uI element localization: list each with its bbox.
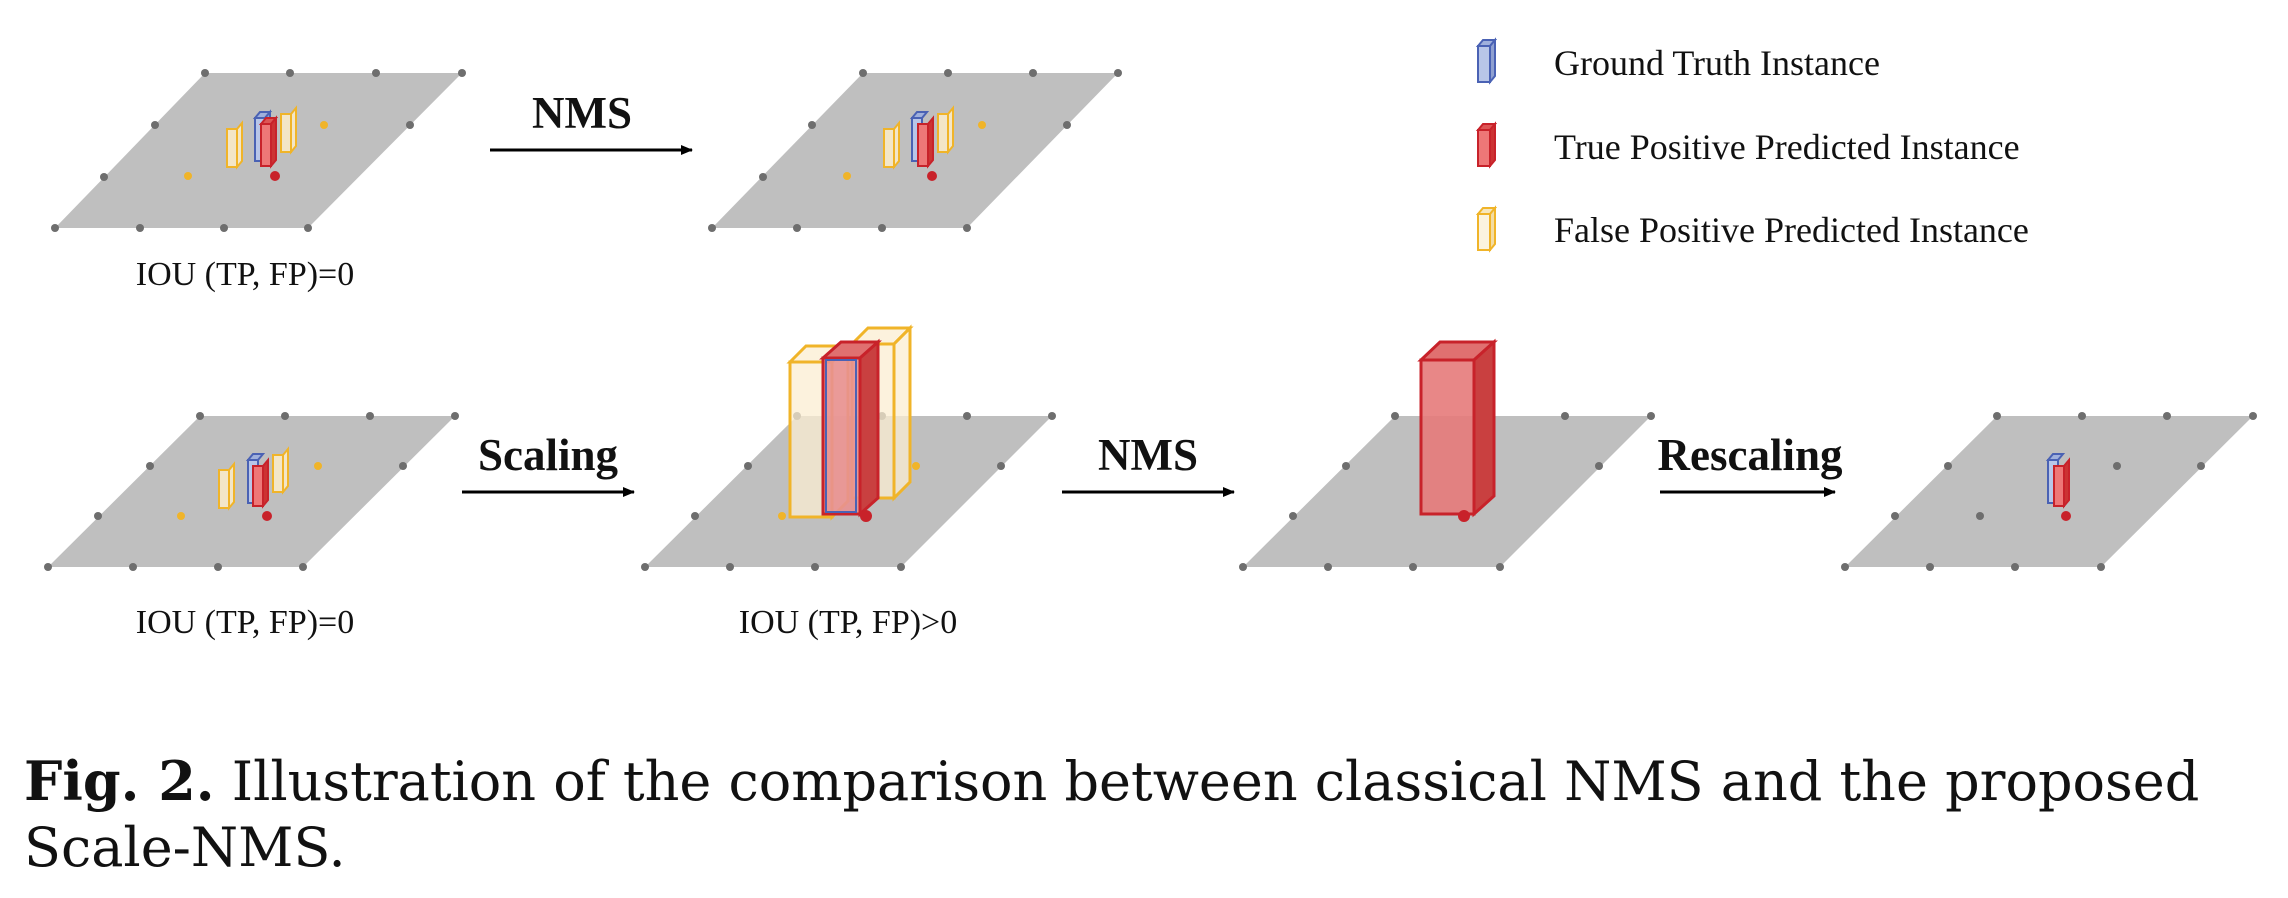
bottom-plane-scaled (641, 324, 1056, 571)
top-plane-before-nms (51, 69, 466, 232)
legend-gt-label: Ground Truth Instance (1554, 43, 1880, 83)
tp-instance-marker (258, 115, 279, 169)
bottom-plane-rescaled (1841, 412, 2257, 571)
fp-instance-marker (226, 105, 297, 170)
iou-label-scaled: IOU (TP, FP)>0 (739, 604, 957, 641)
top-plane-after-nms (708, 69, 1122, 232)
scaling-label: Scaling (478, 430, 619, 480)
legend-gt-swatch (1475, 37, 1498, 85)
iou-label-bottom: IOU (TP, FP)=0 (136, 604, 354, 641)
legend-tp-label: True Positive Predicted Instance (1554, 127, 2020, 167)
legend: Ground Truth Instance True Positive Pred… (1475, 37, 2029, 253)
caption-label: Fig. 2. (24, 749, 215, 813)
legend-fp-swatch (1475, 205, 1498, 253)
figure-caption: Fig. 2. Illustration of the comparison b… (24, 748, 2274, 881)
rescaling-label: Rescaling (1658, 430, 1843, 480)
figure-illustration: NMS IOU (TP, FP)=0 Ground Truth Instance (44, 37, 2257, 641)
bottom-plane-after-nms (1239, 338, 1655, 571)
caption-text: Illustration of the comparison between c… (24, 750, 2200, 879)
iou-label-top: IOU (TP, FP)=0 (136, 256, 354, 293)
legend-tp-swatch (1475, 121, 1498, 169)
legend-fp-label: False Positive Predicted Instance (1554, 210, 2029, 250)
bottom-nms-label: NMS (1098, 430, 1198, 480)
top-nms-label: NMS (532, 88, 632, 138)
bottom-plane-original (44, 412, 459, 571)
